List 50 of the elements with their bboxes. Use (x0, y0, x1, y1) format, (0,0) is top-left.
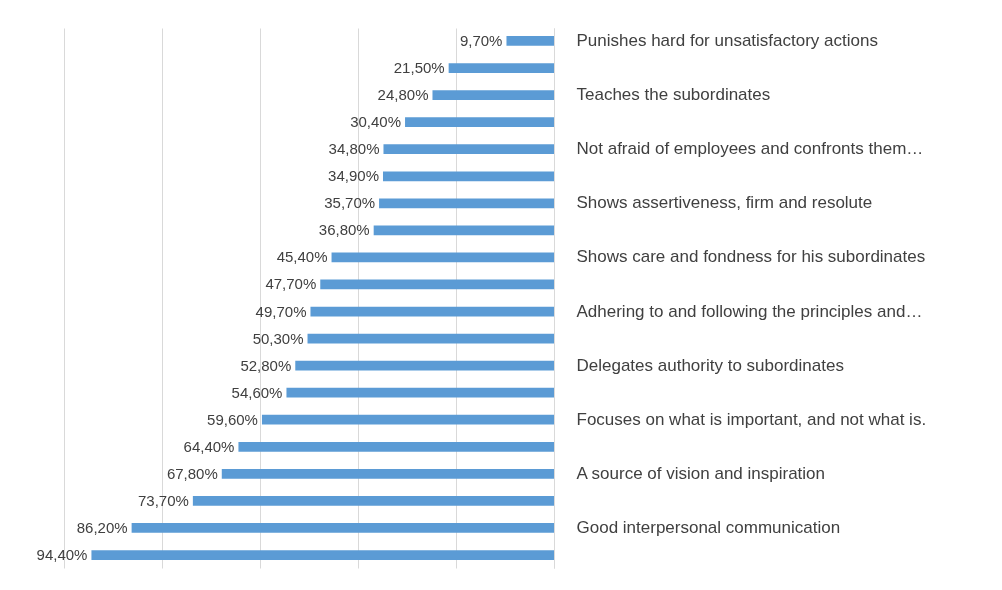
bar (91, 550, 554, 560)
y-tick-label: A source of vision and inspiration (576, 463, 826, 483)
data-label: 24,80% (377, 86, 429, 104)
data-label: 94,40% (36, 546, 88, 564)
bar (131, 523, 554, 533)
data-label: 34,90% (328, 167, 379, 185)
bar (192, 496, 554, 506)
y-tick-label: Good interpersonal communication (576, 517, 841, 537)
bar (432, 90, 554, 100)
bar (238, 441, 554, 452)
bar (286, 387, 554, 398)
bar (310, 306, 554, 317)
bar (331, 252, 554, 263)
bar (383, 144, 554, 155)
bar (405, 117, 554, 128)
data-label: 49,70% (255, 302, 307, 320)
y-tick-label: Delegates authority to subordinates (576, 355, 844, 375)
y-tick-label: Adhering to and following the principles and… (576, 301, 923, 321)
y-tick-label: Teaches the subordinates (576, 85, 771, 105)
y-tick-label: Punishes hard for unsatisfactory actions (576, 30, 878, 50)
data-label: 59,60% (207, 410, 258, 428)
y-tick-label: Shows care and fondness for his subordinates (576, 247, 926, 267)
bar (320, 279, 554, 290)
data-label: 21,50% (393, 59, 445, 77)
data-label: 50,30% (252, 329, 304, 347)
y-tick-label: Shows assertiveness, firm and resolute (576, 193, 873, 213)
data-label: 67,80% (166, 464, 218, 482)
bar (295, 360, 554, 371)
data-label: 73,70% (137, 491, 189, 509)
y-tick-label: Not afraid of employees and confronts them… (576, 139, 924, 159)
bar (307, 333, 554, 344)
y-tick-label: Focuses on what is important, and not what is. (576, 409, 927, 429)
data-label: 45,40% (276, 248, 328, 266)
bar (506, 36, 554, 46)
data-label: 54,60% (231, 383, 283, 401)
data-label: 34,80% (328, 140, 380, 158)
bar (261, 414, 554, 425)
data-label: 9,70% (459, 31, 503, 49)
data-label: 30,40% (350, 113, 402, 131)
bar (382, 171, 554, 182)
data-label: 64,40% (183, 437, 235, 455)
data-label: 35,70% (324, 194, 376, 212)
bar (221, 468, 554, 479)
bar (448, 63, 554, 73)
data-label: 86,20% (76, 518, 128, 536)
data-label: 47,70% (265, 275, 317, 293)
data-label: 52,80% (240, 356, 292, 374)
bar (379, 198, 554, 209)
data-label: 36,80% (318, 221, 370, 239)
bar (373, 225, 554, 236)
